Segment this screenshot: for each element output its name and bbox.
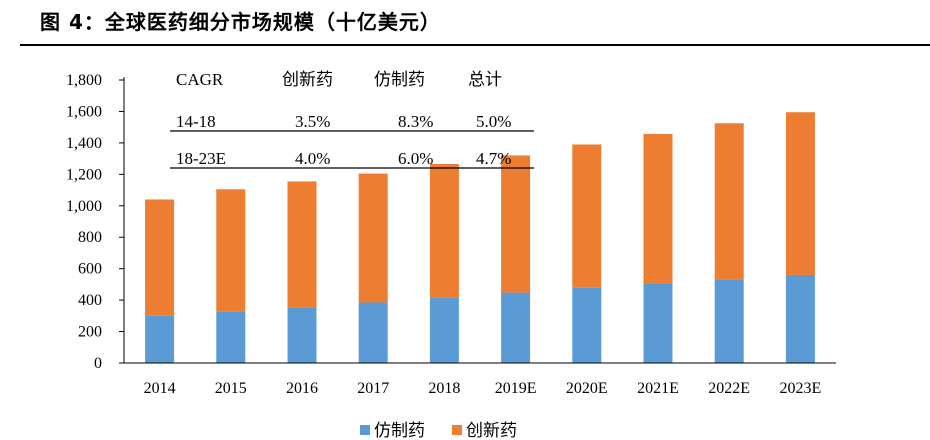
bar-innovative-2017 (358, 173, 388, 303)
bar-generic-2019E (501, 292, 531, 363)
x-tick-label: 2016 (286, 380, 318, 397)
cagr-cell: 4.0% (295, 149, 330, 168)
y-tick-label: 1,600 (66, 103, 102, 120)
cagr-cell: 6.0% (398, 149, 433, 168)
legend: 仿制药 创新药 (360, 421, 517, 440)
bar-generic-2017 (358, 302, 388, 363)
bar-innovative-2020E (572, 144, 602, 288)
x-axis: 2014 2015 2016 2017 2018 2019E 2020E 2021E 2022E… (144, 380, 822, 397)
bar-innovative-2021E (643, 133, 673, 284)
x-tick-label: 2017 (357, 380, 389, 397)
cagr-cell: 8.3% (398, 112, 433, 131)
cagr-header: CAGR (176, 70, 224, 89)
x-tick-label: 2014 (144, 380, 176, 397)
cagr-cell: 3.5% (295, 112, 330, 131)
bar-generic-2014 (145, 315, 175, 363)
x-tick-label: 2019E (495, 380, 537, 397)
bar-generic-2018 (429, 297, 459, 363)
bar-innovative-2014 (145, 199, 175, 316)
y-tick-label: 1,400 (66, 135, 102, 152)
y-tick-label: 800 (78, 229, 102, 246)
y-axis: 0 200 400 600 800 1,000 1,200 1,400 1,600 1,800 (66, 72, 124, 372)
y-tick-label: 1,200 (66, 166, 102, 183)
bar-generic-2016 (287, 307, 317, 363)
cagr-cell: 4.7% (476, 149, 511, 168)
bar-innovative-2015 (216, 189, 246, 312)
y-tick-label: 1,000 (66, 198, 102, 215)
cagr-cell: 5.0% (476, 112, 511, 131)
legend-swatch-generic (360, 425, 370, 435)
bar-innovative-2023E (785, 112, 815, 275)
cagr-header: 创新药 (282, 70, 333, 90)
bar-innovative-2018 (429, 163, 459, 298)
cagr-header: 仿制药 (374, 70, 425, 90)
cagr-table: CAGR 创新药 仿制药 总计 14-18 3.5% 8.3% 5.0% 18-23E 4.0% 6… (170, 70, 534, 169)
x-tick-label: 2023E (780, 380, 822, 397)
bar-generic-2023E (785, 274, 815, 363)
x-tick-label: 2020E (566, 380, 608, 397)
bar-generic-2020E (572, 287, 602, 363)
bar-innovative-2022E (714, 123, 744, 280)
x-tick-label: 2015 (215, 380, 247, 397)
figure-title: 图 4：全球医药细分市场规模（十亿美元） (40, 10, 441, 34)
x-tick-label: 2021E (637, 380, 679, 397)
title-rule (20, 44, 930, 46)
y-tick-label: 0 (94, 355, 102, 372)
y-tick-label: 200 (78, 324, 102, 341)
cagr-header: 总计 (468, 70, 502, 90)
bar-innovative-2019E (501, 155, 531, 293)
bar-innovative-2016 (287, 181, 317, 308)
x-tick-label: 2022E (708, 380, 750, 397)
bar-generic-2022E (714, 279, 744, 363)
y-tick-label: 400 (78, 292, 102, 309)
y-tick-label: 600 (78, 261, 102, 278)
legend-label: 创新药 (466, 421, 517, 440)
cagr-cell: 14-18 (176, 112, 216, 131)
bar-generic-2015 (216, 311, 246, 363)
legend-label: 仿制药 (374, 421, 425, 440)
axes (123, 77, 836, 364)
cagr-cell: 18-23E (176, 149, 226, 168)
x-tick-label: 2018 (428, 380, 460, 397)
bars (145, 112, 815, 363)
bar-generic-2021E (643, 283, 673, 363)
y-tick-label: 1,800 (66, 72, 102, 89)
legend-swatch-innovative (452, 425, 462, 435)
